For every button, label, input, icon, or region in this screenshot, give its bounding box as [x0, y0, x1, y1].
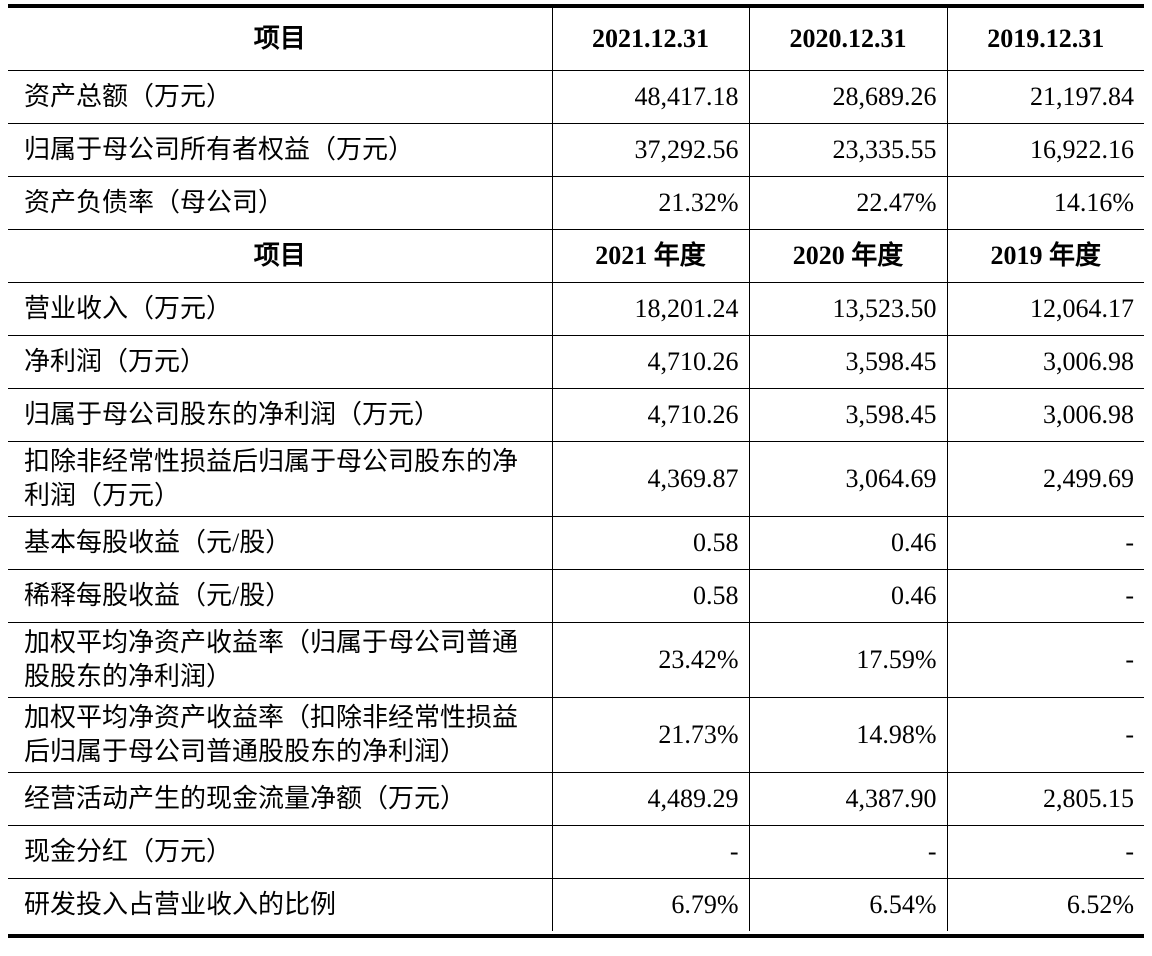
table-row: 研发投入占营业收入的比例 6.79% 6.54% 6.52%: [8, 878, 1144, 931]
cell-value: 21.73%: [551, 697, 750, 773]
cell-value: 4,710.26: [551, 388, 750, 442]
cell-value: 2,499.69: [946, 441, 1144, 517]
header-2019-annual: 2019 年度: [946, 229, 1144, 283]
cell-value: 4,489.29: [551, 772, 750, 826]
table-row: 现金分红（万元） - - -: [8, 825, 1144, 879]
row-label-rd-ratio: 研发投入占营业收入的比例: [8, 878, 553, 931]
cell-value: 23.42%: [551, 622, 750, 698]
cell-value: -: [946, 569, 1144, 623]
table-row: 归属于母公司所有者权益（万元） 37,292.56 23,335.55 16,9…: [8, 123, 1144, 177]
header-2019-12-31: 2019.12.31: [946, 8, 1144, 71]
cell-value: 3,006.98: [946, 335, 1144, 389]
cell-value: -: [748, 825, 948, 879]
cell-value: -: [946, 622, 1144, 698]
cell-value: 37,292.56: [551, 123, 750, 177]
balance-header-row: 项目 2021.12.31 2020.12.31 2019.12.31: [8, 8, 1144, 71]
table-row: 经营活动产生的现金流量净额（万元） 4,489.29 4,387.90 2,80…: [8, 772, 1144, 826]
financial-table-container: 项目 2021.12.31 2020.12.31 2019.12.31 资产总额…: [8, 4, 1144, 938]
cell-value: 3,006.98: [946, 388, 1144, 442]
table-row: 归属于母公司股东的净利润（万元） 4,710.26 3,598.45 3,006…: [8, 388, 1144, 442]
header-2021-12-31: 2021.12.31: [551, 8, 750, 71]
cell-value: 17.59%: [748, 622, 948, 698]
table-row: 扣除非经常性损益后归属于母公司股东的净利润（万元） 4,369.87 3,064…: [8, 441, 1144, 517]
cell-value: 4,387.90: [748, 772, 948, 826]
table-row: 加权平均净资产收益率（归属于母公司普通股股东的净利润） 23.42% 17.59…: [8, 622, 1144, 698]
top-double-rule: [8, 4, 1144, 8]
cell-value: 0.46: [748, 516, 948, 570]
cell-value: -: [946, 697, 1144, 773]
cell-value: 16,922.16: [946, 123, 1144, 177]
cell-value: 4,710.26: [551, 335, 750, 389]
cell-value: 3,064.69: [748, 441, 948, 517]
cell-value: 0.58: [551, 569, 750, 623]
row-label-equity-parent: 归属于母公司所有者权益（万元）: [8, 123, 553, 177]
row-label-weighted-roe-deducted: 加权平均净资产收益率（扣除非经常性损益后归属于母公司普通股股东的净利润）: [8, 697, 553, 773]
row-label-basic-eps: 基本每股收益（元/股）: [8, 516, 553, 570]
table-row: 营业收入（万元） 18,201.24 13,523.50 12,064.17: [8, 282, 1144, 336]
cell-value: 23,335.55: [748, 123, 948, 177]
cell-value: 18,201.24: [551, 282, 750, 336]
financial-summary-table: 项目 2021.12.31 2020.12.31 2019.12.31 资产总额…: [8, 8, 1144, 931]
row-label-operating-cash-flow: 经营活动产生的现金流量净额（万元）: [8, 772, 553, 826]
table-row: 基本每股收益（元/股） 0.58 0.46 -: [8, 516, 1144, 570]
row-label-diluted-eps: 稀释每股收益（元/股）: [8, 569, 553, 623]
table-row: 资产总额（万元） 48,417.18 28,689.26 21,197.84: [8, 70, 1144, 124]
cell-value: 3,598.45: [748, 335, 948, 389]
cell-value: 21.32%: [551, 176, 750, 230]
bottom-double-rule: [8, 934, 1144, 938]
table-row: 净利润（万元） 4,710.26 3,598.45 3,006.98: [8, 335, 1144, 389]
cell-value: 0.58: [551, 516, 750, 570]
header-2020-12-31: 2020.12.31: [748, 8, 948, 71]
cell-value: -: [551, 825, 750, 879]
row-label-net-profit-parent: 归属于母公司股东的净利润（万元）: [8, 388, 553, 442]
row-label-net-profit: 净利润（万元）: [8, 335, 553, 389]
cell-value: -: [946, 516, 1144, 570]
cell-value: 14.98%: [748, 697, 948, 773]
cell-value: 13,523.50: [748, 282, 948, 336]
table-row: 稀释每股收益（元/股） 0.58 0.46 -: [8, 569, 1144, 623]
cell-value: 6.52%: [946, 878, 1144, 931]
row-label-cash-dividend: 现金分红（万元）: [8, 825, 553, 879]
header-item: 项目: [8, 8, 553, 71]
cell-value: 2,805.15: [946, 772, 1144, 826]
cell-value: 21,197.84: [946, 70, 1144, 124]
row-label-net-profit-deducted: 扣除非经常性损益后归属于母公司股东的净利润（万元）: [8, 441, 553, 517]
row-label-revenue: 营业收入（万元）: [8, 282, 553, 336]
cell-value: 22.47%: [748, 176, 948, 230]
cell-value: 14.16%: [946, 176, 1144, 230]
cell-value: 4,369.87: [551, 441, 750, 517]
cell-value: -: [946, 825, 1144, 879]
cell-value: 12,064.17: [946, 282, 1144, 336]
cell-value: 6.79%: [551, 878, 750, 931]
cell-value: 3,598.45: [748, 388, 948, 442]
header-2021-annual: 2021 年度: [551, 229, 750, 283]
cell-value: 6.54%: [748, 878, 948, 931]
cell-value: 48,417.18: [551, 70, 750, 124]
cell-value: 0.46: [748, 569, 948, 623]
table-row: 资产负债率（母公司） 21.32% 22.47% 14.16%: [8, 176, 1144, 230]
header-2020-annual: 2020 年度: [748, 229, 948, 283]
cell-value: 28,689.26: [748, 70, 948, 124]
header-item: 项目: [8, 229, 553, 283]
income-header-row: 项目 2021 年度 2020 年度 2019 年度: [8, 229, 1144, 283]
row-label-weighted-roe: 加权平均净资产收益率（归属于母公司普通股股东的净利润）: [8, 622, 553, 698]
row-label-debt-ratio: 资产负债率（母公司）: [8, 176, 553, 230]
table-row: 加权平均净资产收益率（扣除非经常性损益后归属于母公司普通股股东的净利润） 21.…: [8, 697, 1144, 773]
row-label-total-assets: 资产总额（万元）: [8, 70, 553, 124]
